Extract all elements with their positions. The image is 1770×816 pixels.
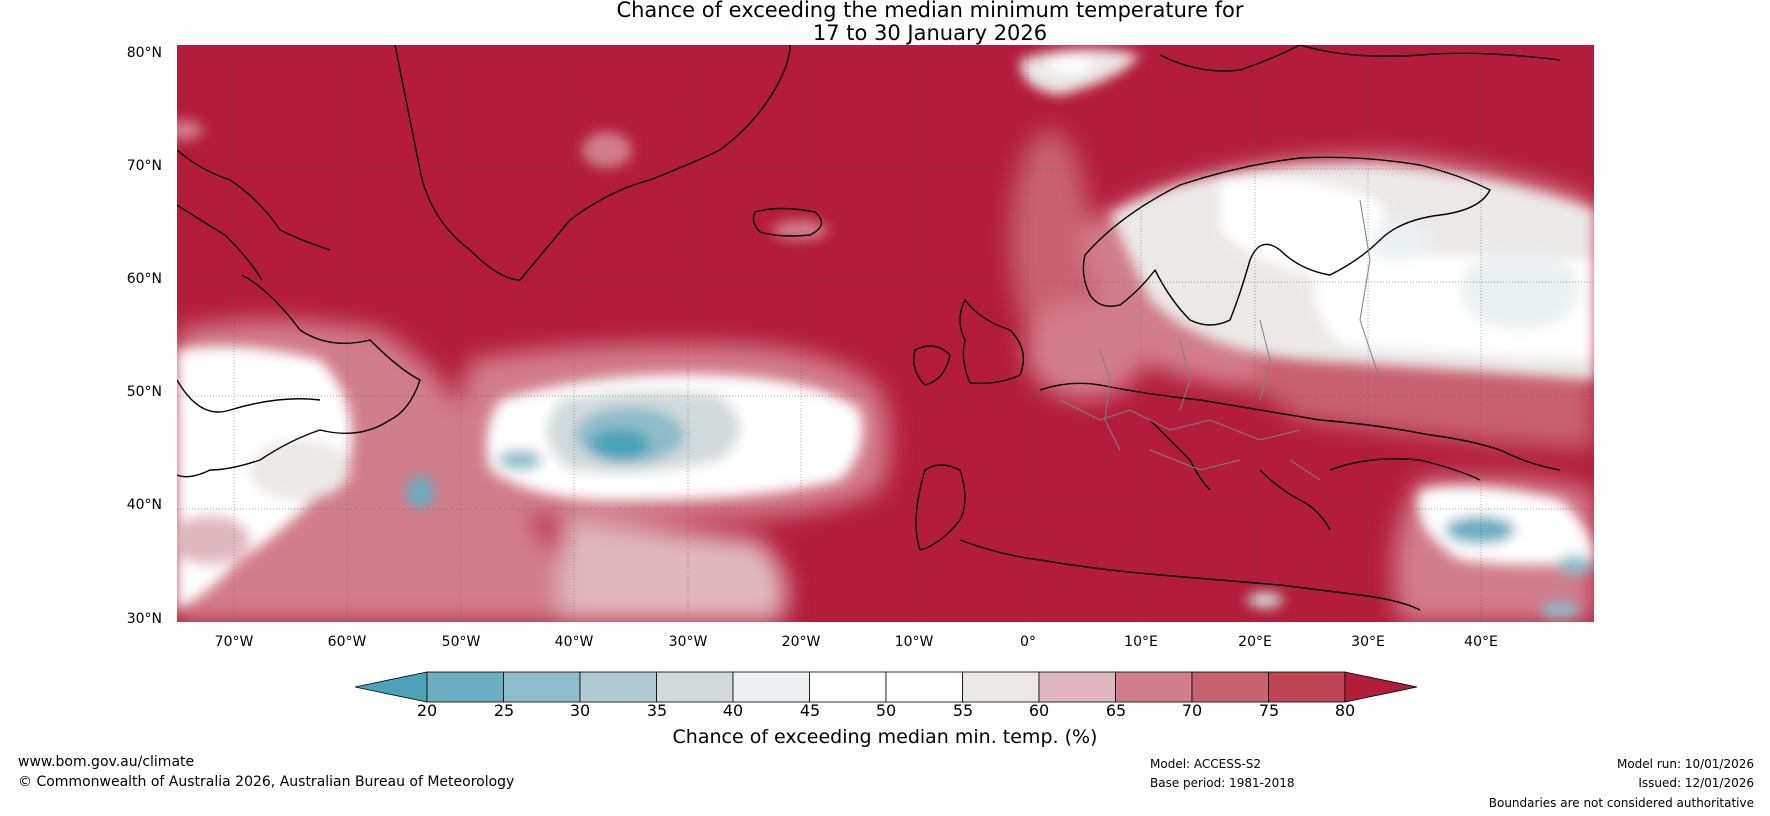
footer-copyright: © Commonwealth of Australia 2026, Austra…: [18, 774, 515, 790]
probability-field: [177, 45, 1594, 622]
colorbar-segment: [1268, 671, 1346, 703]
colorbar-label: Chance of exceeding median min. temp. (%…: [672, 726, 1098, 748]
colorbar-tick-label: 40: [722, 701, 744, 720]
colorbar-segment: [503, 671, 581, 703]
graticule: [177, 45, 1594, 622]
footer-base-period: Base period: 1981-2018: [1150, 776, 1295, 790]
colorbar-segment: [1191, 671, 1269, 703]
colorbar-segment: [579, 671, 657, 703]
footer-model-run: Model run: 10/01/2026: [1616, 757, 1754, 771]
colorbar-tick-label: 25: [493, 701, 515, 720]
lon-label: 20°E: [1238, 634, 1272, 650]
colorbar-extend-high: [1344, 671, 1418, 703]
colorbar-segment: [426, 671, 504, 703]
colorbar-tick-label: 65: [1105, 701, 1127, 720]
lon-label: 40°W: [554, 634, 594, 650]
lon-label: 50°W: [441, 634, 481, 650]
lat-label: 60°N: [126, 271, 162, 287]
colorbar-segment: [1038, 671, 1116, 703]
colorbar-tick-label: 30: [569, 701, 591, 720]
map-title-line1: Chance of exceeding the median minimum t…: [616, 0, 1244, 22]
country-borders: [1059, 199, 1381, 481]
lat-label: 30°N: [126, 611, 162, 627]
colorbar-tick-label: 75: [1258, 701, 1280, 720]
footer-issued: Issued: 12/01/2026: [1638, 776, 1754, 790]
colorbar: [354, 671, 1418, 703]
colorbar-segment: [732, 671, 810, 703]
colorbar-segment: [656, 671, 734, 703]
lon-label: 0°: [1020, 634, 1036, 650]
lat-label: 40°N: [126, 497, 162, 513]
lon-label: 10°E: [1124, 634, 1158, 650]
footer-boundaries: Boundaries are not considered authoritat…: [1488, 796, 1754, 810]
lon-label: 30°E: [1351, 634, 1385, 650]
colorbar-extend-low: [354, 671, 428, 703]
lat-label: 70°N: [126, 158, 162, 174]
lon-label: 10°W: [894, 634, 934, 650]
coastlines: [177, 45, 1561, 611]
colorbar-tick-label: 70: [1181, 701, 1203, 720]
map-title-line2: 17 to 30 January 2026: [812, 21, 1048, 45]
lon-label: 20°W: [781, 634, 821, 650]
footer-url: www.bom.gov.au/climate: [18, 754, 195, 770]
colorbar-tick-label: 60: [1028, 701, 1050, 720]
colorbar-tick-label: 20: [416, 701, 438, 720]
lon-label: 70°W: [214, 634, 254, 650]
colorbar-segment: [809, 671, 887, 703]
colorbar-tick-label: 45: [799, 701, 821, 720]
colorbar-segment: [885, 671, 963, 703]
colorbar-tick-label: 50: [875, 701, 897, 720]
colorbar-tick-label: 35: [646, 701, 668, 720]
footer-model: Model: ACCESS-S2: [1150, 757, 1262, 771]
colorbar-segment: [962, 671, 1040, 703]
colorbar-tick-label: 55: [952, 701, 974, 720]
colorbar-tick-label: 80: [1334, 701, 1356, 720]
lon-label: 40°E: [1464, 634, 1498, 650]
lat-label: 50°N: [126, 384, 162, 400]
lon-label: 30°W: [668, 634, 708, 650]
lat-label: 80°N: [126, 45, 162, 61]
lon-label: 60°W: [327, 634, 367, 650]
colorbar-segment: [1115, 671, 1193, 703]
